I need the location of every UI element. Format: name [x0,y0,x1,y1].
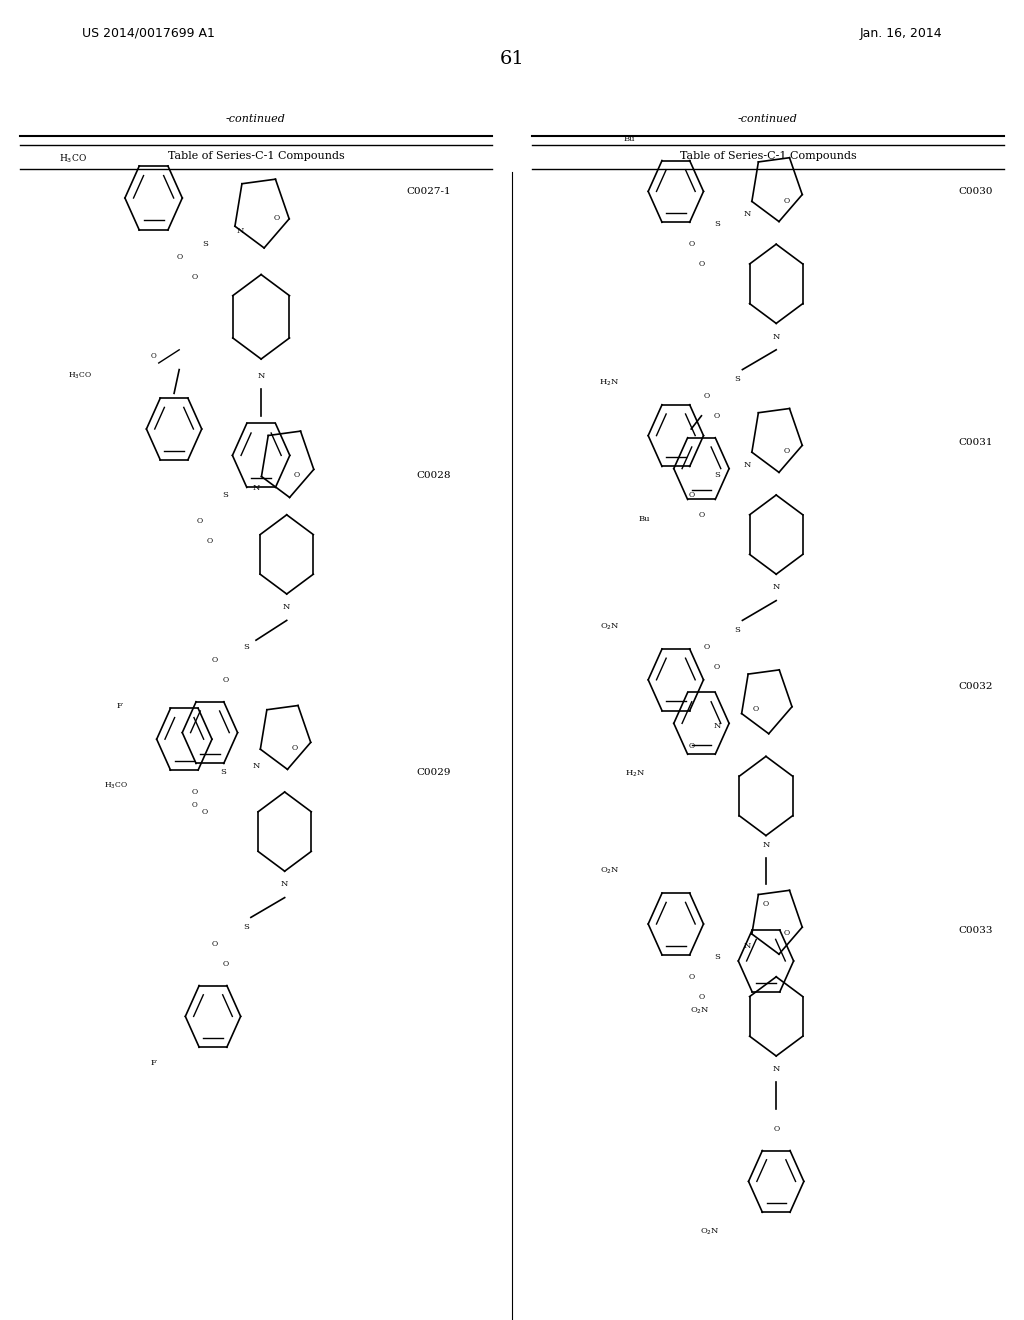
Text: O: O [191,801,198,809]
Text: O: O [703,392,710,400]
Text: O: O [197,517,203,525]
Text: C0029: C0029 [416,768,451,776]
Text: Table of Series-C-1 Compounds: Table of Series-C-1 Compounds [680,150,856,161]
Text: F: F [117,702,123,710]
Text: Table of Series-C-1 Compounds: Table of Series-C-1 Compounds [168,150,344,161]
Text: O: O [273,214,280,222]
Text: N: N [772,1065,780,1073]
Text: Jan. 16, 2014: Jan. 16, 2014 [859,26,942,40]
Text: H$_3$CO: H$_3$CO [104,780,128,791]
Text: O: O [763,900,769,908]
Text: O: O [212,940,218,948]
Text: O: O [688,742,694,750]
Text: N: N [252,762,260,770]
Text: N: N [283,603,291,611]
Text: S: S [243,643,249,651]
Text: H$_3$CO: H$_3$CO [69,371,92,381]
Text: O: O [294,471,300,479]
Text: S: S [734,626,740,634]
Text: N: N [743,210,752,218]
Text: O: O [212,656,218,664]
Text: O: O [714,412,720,420]
Text: C0033: C0033 [958,927,993,935]
Text: O: O [688,240,694,248]
Text: O: O [176,253,182,261]
Text: N: N [743,461,752,469]
Text: O: O [207,537,213,545]
Text: S: S [714,471,720,479]
Text: S: S [734,375,740,383]
Text: O: O [292,744,298,752]
Text: O: O [773,1125,779,1133]
Text: O: O [688,973,694,981]
Text: S: S [220,768,226,776]
Text: O: O [698,511,705,519]
Text: C0031: C0031 [958,438,993,446]
Text: H$_3$CO: H$_3$CO [59,152,87,165]
Text: S: S [243,923,249,931]
Text: C0030: C0030 [958,187,993,195]
Text: N: N [772,583,780,591]
Text: N: N [743,942,752,950]
Text: N: N [772,333,780,341]
Text: O: O [714,663,720,671]
Text: O: O [222,960,228,968]
Text: -continued: -continued [226,114,286,124]
Text: US 2014/0017699 A1: US 2014/0017699 A1 [82,26,215,40]
Text: O: O [783,929,790,937]
Text: Bu: Bu [624,135,635,143]
Text: O: O [698,993,705,1001]
Text: S: S [714,220,720,228]
Text: N: N [762,841,770,849]
Text: O: O [688,491,694,499]
Text: O$_2$N: O$_2$N [700,1226,720,1237]
Text: -continued: -continued [738,114,798,124]
Text: O$_2$N: O$_2$N [600,866,620,876]
Text: F: F [151,1059,157,1067]
Text: N: N [252,484,260,492]
Text: O: O [753,705,759,713]
Text: C0028: C0028 [416,471,451,479]
Text: O$_2$N: O$_2$N [690,1006,710,1016]
Text: O: O [703,643,710,651]
Text: S: S [222,491,228,499]
Text: O: O [698,260,705,268]
Text: O: O [191,273,198,281]
Text: H$_2$N: H$_2$N [625,768,645,779]
Text: N: N [237,227,245,235]
Text: O: O [202,808,208,816]
Text: N: N [713,722,721,730]
Text: C0027-1: C0027-1 [406,187,451,195]
Text: O$_2$N: O$_2$N [600,622,620,632]
Text: N: N [257,372,265,380]
Text: S: S [202,240,208,248]
Text: O: O [783,197,790,205]
Text: 61: 61 [500,50,524,69]
Text: S: S [714,953,720,961]
Text: H$_2$N: H$_2$N [599,378,620,388]
Text: O: O [191,788,198,796]
Text: C0032: C0032 [958,682,993,690]
Text: O: O [783,447,790,455]
Text: N: N [281,880,289,888]
Text: O: O [222,676,228,684]
Text: Bu: Bu [639,515,650,523]
Text: O: O [151,352,157,360]
